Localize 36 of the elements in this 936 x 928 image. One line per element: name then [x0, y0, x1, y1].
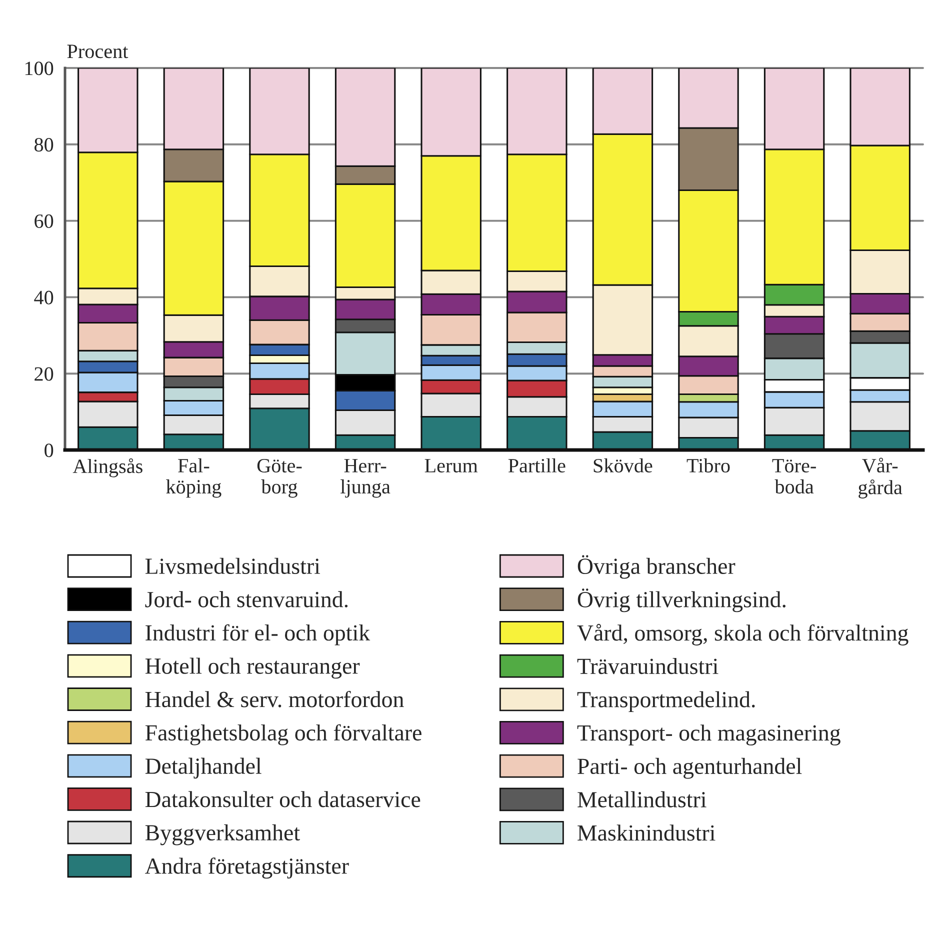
legend-label: Livsmedelsindustri — [145, 558, 320, 574]
legend-label: Jord- och stenvaruind. — [145, 591, 348, 608]
legend-label: Handel & serv. motorfordon — [145, 690, 404, 708]
legend-label: Trävaruindustri — [577, 658, 718, 674]
legend-label: Vård, omsorg, skola och förvaltning — [577, 624, 908, 646]
legend-label: Detaljhandel — [145, 758, 262, 779]
y-tick-label: 0 — [44, 444, 54, 458]
legend-label: Datakonsulter och dataservice — [145, 791, 420, 808]
y-tick-label: 80 — [34, 138, 54, 152]
x-tick-label: Vår- gårda — [858, 458, 902, 498]
y-axis-title: Procent — [67, 44, 128, 58]
legend-label: Övriga branscher — [578, 555, 736, 579]
x-tick-label: Tibro — [686, 458, 730, 473]
x-tick-label: Skövde — [594, 458, 652, 473]
legend-label: Övrig tillverkningsind. — [578, 588, 786, 612]
x-tick-label: Göte- borg — [257, 458, 302, 498]
y-tick-label: 100 — [25, 62, 54, 76]
y-tick-label: 40 — [34, 290, 54, 304]
y-tick-label: 60 — [34, 214, 54, 228]
legend-label: Parti- och agenturhandel — [578, 758, 802, 779]
legend-label: Hotell och restauranger — [145, 658, 360, 679]
y-tick-label: 20 — [34, 367, 54, 381]
legend-label: Maskinindustri — [578, 824, 716, 841]
x-tick-label: Töre- boda — [772, 459, 816, 494]
legend-label: Transport- och magasinering — [577, 724, 840, 746]
legend-label: Transportmedelind. — [577, 691, 755, 712]
legend-label: Metallindustri — [578, 791, 706, 808]
x-tick-label: Partille — [508, 458, 566, 473]
x-tick-label: Alingsås — [72, 458, 142, 478]
legend-label: Byggverksamhet — [145, 824, 300, 846]
legend-label: Fastighetsbolag och förvaltare — [145, 724, 422, 746]
x-tick-label: Lerum — [424, 459, 478, 473]
x-tick-label: Fal- köping — [166, 458, 222, 498]
legend-label: Industri för el- och optik — [146, 624, 370, 646]
legend-label: Andra företagstjänster — [144, 858, 349, 879]
x-tick-label: Herr- ljunga — [340, 459, 390, 498]
